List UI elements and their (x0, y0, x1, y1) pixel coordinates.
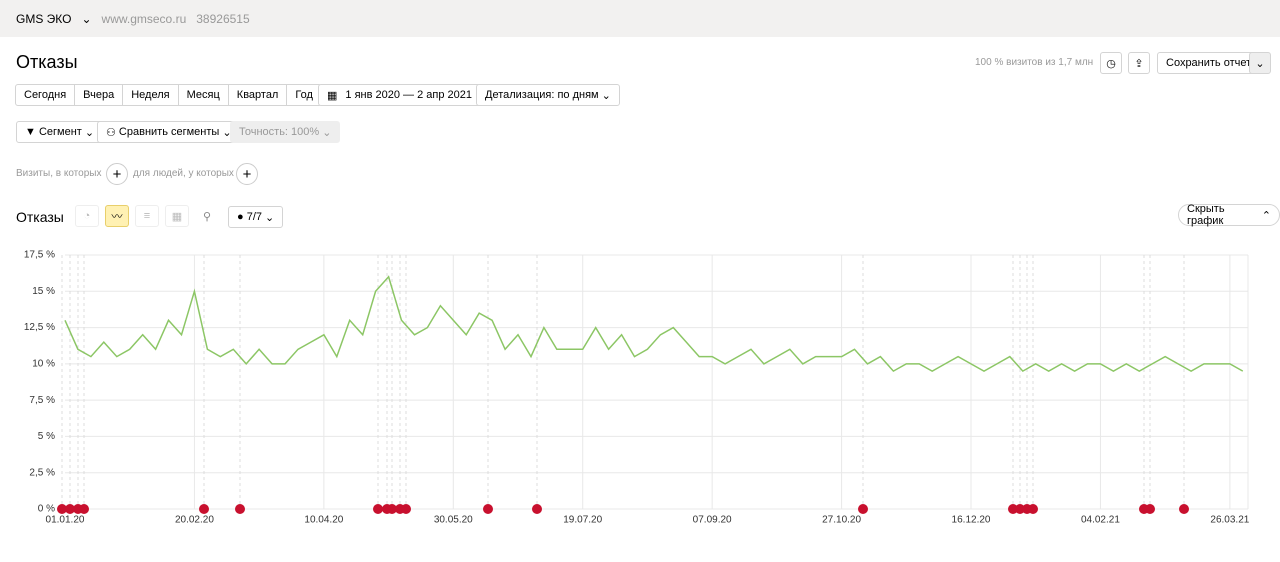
compare-button[interactable]: ⚇ Сравнить сегменты ⌄ (97, 121, 241, 143)
note-marker (387, 504, 397, 514)
detail-select[interactable]: Детализация: по дням ⌄ (476, 84, 620, 106)
x-tick-label: 20.02.20 (175, 515, 214, 526)
note-marker (483, 504, 493, 514)
chart-type-buttons: ◔ 〰 ≡ ▦ ⚲ (75, 205, 219, 227)
notes-text: 7/7 (246, 211, 262, 223)
compare-text: Сравнить сегменты (118, 126, 220, 138)
add-visit-condition[interactable]: + (106, 163, 128, 185)
x-tick-label: 16.12.20 (952, 515, 991, 526)
detail-text: Детализация: по дням (485, 89, 599, 101)
period-button[interactable]: Квартал (227, 84, 288, 106)
x-tick-label: 01.01.20 (46, 515, 85, 526)
period-button[interactable]: Месяц (177, 84, 229, 106)
visits-where: Визиты, в которых (16, 168, 102, 179)
accuracy-text: Точность: 100% (239, 126, 320, 138)
note-marker (1008, 504, 1018, 514)
x-tick-label: 04.02.21 (1081, 515, 1120, 526)
top-bar: GMS ЭКО ⌄ www.gmseco.ru 38926515 (0, 0, 1280, 37)
note-marker (858, 504, 868, 514)
chart-type-button[interactable]: ≡ (135, 205, 159, 227)
x-tick-label: 30.05.20 (434, 515, 473, 526)
save-menu[interactable]: ⌄ (1249, 52, 1271, 74)
notes-button[interactable]: ● 7/7 ⌄ (228, 206, 284, 228)
period-button[interactable]: Сегодня (15, 84, 76, 106)
x-tick-label: 07.09.20 (693, 515, 732, 526)
chart-type-button[interactable]: 〰 (105, 205, 129, 227)
page-title: Отказы (16, 52, 78, 72)
y-tick-label: 0 % (38, 504, 55, 515)
note-marker (1015, 504, 1025, 514)
map-button[interactable]: ⚲ (195, 205, 219, 227)
note-marker (199, 504, 209, 514)
note-marker (57, 504, 67, 514)
date-range[interactable]: ▦ 1 янв 2020 — 2 апр 2021 (318, 84, 481, 106)
add-people-condition[interactable]: + (236, 163, 258, 185)
x-tick-label: 10.04.20 (304, 515, 343, 526)
note-marker (1028, 504, 1038, 514)
date-range-text: 1 янв 2020 — 2 апр 2021 (345, 89, 472, 101)
y-tick-label: 15 % (32, 286, 55, 297)
period-button[interactable]: Вчера (74, 84, 124, 106)
note-marker (79, 504, 89, 514)
note-marker (373, 504, 383, 514)
accuracy-button[interactable]: Точность: 100% ⌄ (230, 121, 341, 143)
note-marker (65, 504, 75, 514)
note-marker (401, 504, 411, 514)
y-tick-label: 2,5 % (29, 467, 55, 478)
data-line (64, 275, 1244, 373)
segment-text: Сегмент (38, 126, 82, 138)
period-buttons: Сегодня Вчера Неделя Месяц Квартал Год (15, 84, 322, 106)
y-tick-label: 17,5 % (24, 250, 55, 261)
export-button[interactable]: ⇪ (1128, 52, 1150, 74)
chart-type-button[interactable]: ◔ (75, 205, 99, 227)
note-marker (235, 504, 245, 514)
save-button[interactable]: Сохранить отчет (1157, 52, 1261, 74)
note-marker (1145, 504, 1155, 514)
hide-chart-button[interactable]: Скрыть график ⌃ (1178, 203, 1280, 227)
y-tick-label: 12,5 % (24, 322, 55, 333)
y-tick-label: 5 % (38, 431, 55, 442)
period-button[interactable]: Год (286, 84, 322, 106)
people-where: для людей, у которых (133, 168, 234, 179)
counter-id: 38926515 (196, 11, 250, 26)
visits-info: 100 % визитов из 1,7 млн (975, 57, 1094, 68)
hide-chart-text: Скрыть график (1187, 203, 1225, 227)
chart-type-button[interactable]: ▦ (165, 205, 189, 227)
x-tick-label: 26.03.21 (1210, 515, 1249, 526)
y-tick-label: 10 % (32, 358, 55, 369)
chart: 0 % 2,5 % 5 % 7,5 % 10 % 12,5 % 15 % 17,5 % 01.0… (24, 250, 1250, 526)
site-url: www.gmseco.ru (101, 11, 187, 26)
x-tick-label: 27.10.20 (822, 515, 861, 526)
history-button[interactable]: ◷ (1100, 52, 1122, 74)
chart-section-title: Отказы (16, 209, 64, 225)
note-marker (1179, 504, 1189, 514)
site-name[interactable]: GMS ЭКО (16, 11, 72, 26)
segment-button[interactable]: ▼ Сегмент ⌄ (16, 121, 104, 143)
note-marker (532, 504, 542, 514)
y-tick-label: 7,5 % (29, 395, 55, 406)
period-button[interactable]: Неделя (122, 84, 179, 106)
x-tick-label: 19.07.20 (563, 515, 602, 526)
